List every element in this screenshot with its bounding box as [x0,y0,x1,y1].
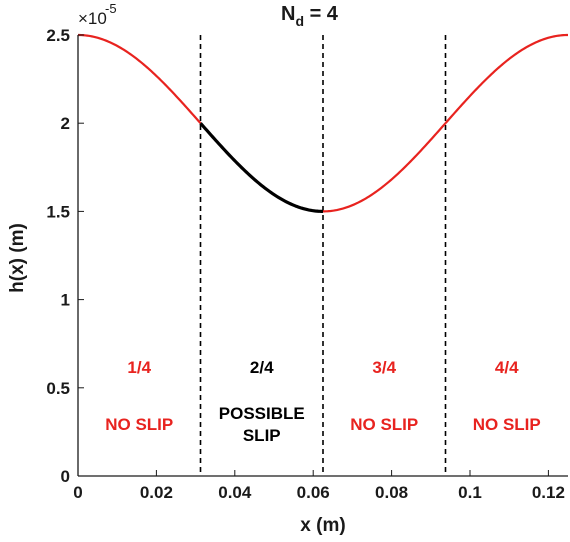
x-axis-ticks: 0 0.02 0.04 0.06 0.08 0.1 0.12 [73,470,565,502]
x-tick-label: 0.1 [458,483,482,502]
title-rest: = 4 [304,3,339,25]
region-fraction: 4/4 [495,358,519,377]
region-dividers [199,35,447,476]
region-labels: 1/4 NO SLIP 2/4 POSSIBLE SLIP 3/4 NO SLIP 4/4 NO… [105,358,541,445]
chart-title: Nd = 4 [281,3,339,29]
title-subscript: d [295,13,304,29]
region-label: NO SLIP [350,415,418,434]
region-fraction: 1/4 [127,358,151,377]
y-tick-label: 0 [61,467,70,486]
region-fraction: 3/4 [372,358,396,377]
y-axis-label: h(x) (m) [7,223,28,293]
axes [77,35,568,477]
y-tick-label: 2 [61,114,70,133]
curve-segment [77,33,202,124]
x-tick-label: 0 [73,483,82,502]
y-tick-label: 2.5 [46,26,70,45]
region-label: SLIP [243,426,281,445]
y-axis-ticks: 0 0.5 1 1.5 2 2.5 [46,26,84,486]
y-multiplier-exponent: -5 [105,1,117,16]
region-label: POSSIBLE [219,404,305,423]
curve-segment [322,122,447,213]
x-tick-label: 0.06 [297,483,330,502]
y-axis-multiplier: ×10 -5 [78,1,117,28]
curve [77,33,569,213]
region-label: NO SLIP [105,415,173,434]
x-tick-label: 0.02 [140,483,173,502]
svg-text:Nd = 4: Nd = 4 [281,3,339,29]
x-tick-label: 0.12 [532,483,565,502]
curve-segment [444,33,569,124]
y-tick-label: 1 [61,291,70,310]
title-main: N [281,3,295,25]
curve-segment [199,122,324,213]
y-tick-label: 0.5 [46,379,70,398]
y-multiplier-base: ×10 [78,9,107,28]
y-tick-label: 1.5 [46,202,70,221]
x-tick-label: 0.04 [218,483,252,502]
region-label: NO SLIP [473,415,541,434]
x-tick-label: 0.08 [375,483,408,502]
x-axis-label: x (m) [300,515,345,536]
region-fraction: 2/4 [250,358,274,377]
